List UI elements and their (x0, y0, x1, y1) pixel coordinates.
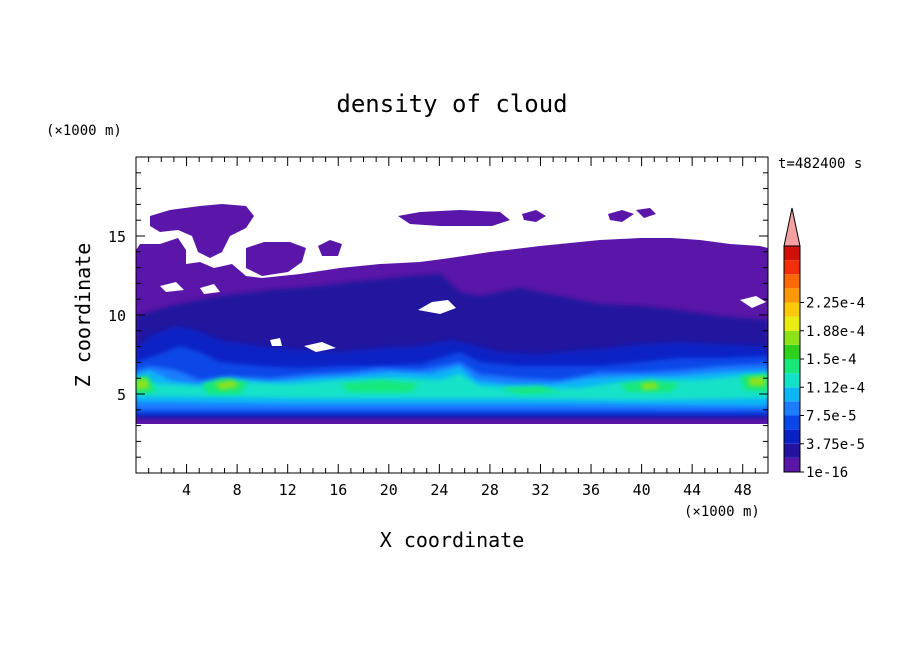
x-tick-label: 44 (683, 481, 701, 499)
colorbar-swatch (784, 330, 800, 345)
x-tick-label: 32 (531, 481, 549, 499)
time-label: t=482400 s (778, 156, 862, 172)
x-tick-label: 4 (182, 481, 191, 499)
colorbar-extension (783, 207, 801, 247)
x-tick-label: 8 (233, 481, 242, 499)
chart-title: density of cloud (336, 90, 567, 118)
y-tick-label: 10 (108, 307, 126, 325)
cloud-level-1-top-patch (522, 210, 546, 222)
colorbar-swatch (784, 302, 800, 317)
colorbar-swatch (784, 429, 800, 444)
x-tick-label: 48 (734, 481, 752, 499)
colorbar-label: 1.12e-4 (806, 380, 865, 396)
cloud-level-1-top-patch (246, 242, 306, 276)
colorbar-label: 2.25e-4 (806, 296, 865, 312)
colorbar-swatch (784, 457, 800, 472)
colorbar-swatch (784, 344, 800, 359)
colorbar-label: 1.88e-4 (806, 324, 865, 340)
colorbar-label: 3.75e-5 (806, 437, 865, 453)
colorbar-swatch (784, 288, 800, 303)
x-tick-label: 24 (430, 481, 448, 499)
cloud-gap (270, 338, 282, 346)
colorbar-swatch (784, 316, 800, 331)
x-tick-label: 36 (582, 481, 600, 499)
x-tick-label: 40 (633, 481, 651, 499)
cloud-level-1-top-patch (636, 208, 656, 218)
cloud-gap (160, 282, 220, 294)
colorbar-swatch (784, 260, 800, 275)
y-tick-label: 5 (117, 386, 126, 404)
x-tick-label: 12 (279, 481, 297, 499)
cloud-gap (740, 296, 766, 308)
x-axis-label: X coordinate (380, 528, 525, 552)
density-field (136, 204, 768, 424)
x-tick-label: 16 (329, 481, 347, 499)
colorbar-swatch (784, 274, 800, 289)
colorbar-swatch (784, 387, 800, 402)
y-tick-label: 15 (108, 228, 126, 246)
cloud-gap (418, 300, 456, 314)
cloud-level-7 (136, 374, 768, 400)
x-unit-label: (×1000 m) (684, 504, 760, 520)
cloud-level-1-top-patch (318, 240, 342, 256)
y-axis-label: Z coordinate (71, 243, 95, 388)
cloud-level-1-top-patch (398, 210, 510, 226)
colorbar: 1e-16 3.75e-5 7.5e-5 1.12e-4 1.5e-4 1.88e-4 2.… (783, 207, 865, 481)
colorbar-label: 1e-16 (806, 465, 848, 481)
colorbar-swatch (784, 246, 800, 261)
colorbar-label: 1.5e-4 (806, 352, 857, 368)
colorbar-swatch (784, 359, 800, 374)
colorbar-swatch (784, 443, 800, 458)
colorbar-swatch (784, 401, 800, 416)
colorbar-swatch (784, 415, 800, 430)
cloud-level-1-top-patch (608, 210, 634, 222)
x-tick-label: 28 (481, 481, 499, 499)
y-unit-label: (×1000 m) (46, 123, 122, 139)
colorbar-label: 7.5e-5 (806, 409, 857, 425)
cloud-gap (304, 342, 336, 352)
colorbar-swatch (784, 373, 800, 388)
cloud-level-1-top-patch (150, 204, 254, 258)
x-tick-label: 20 (380, 481, 398, 499)
